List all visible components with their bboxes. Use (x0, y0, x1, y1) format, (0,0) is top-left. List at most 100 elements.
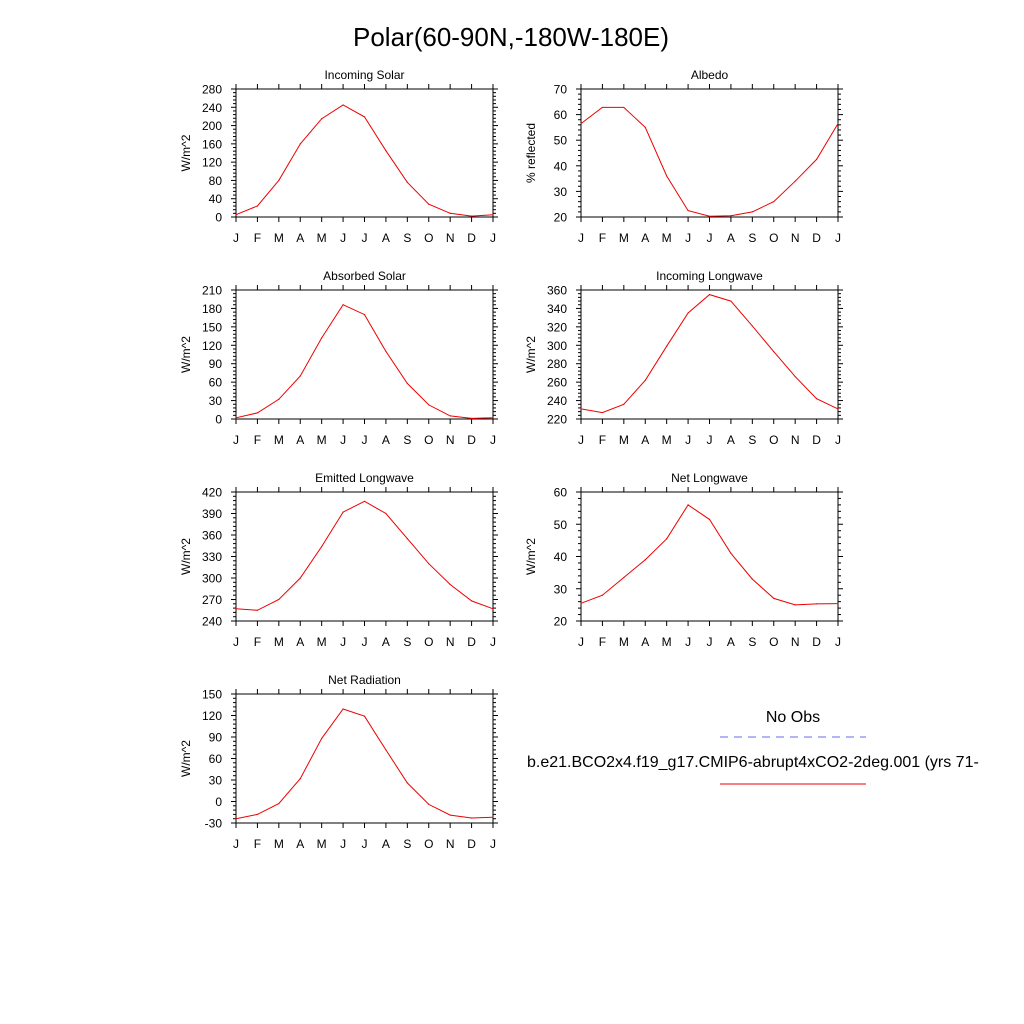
x-tick-label: J (835, 231, 841, 245)
x-tick-label: J (835, 433, 841, 447)
data-point (751, 325, 753, 327)
data-point (794, 180, 796, 182)
x-tick-label: A (727, 433, 735, 447)
data-point (363, 313, 366, 316)
data-point (794, 376, 796, 378)
data-point (278, 803, 280, 805)
x-tick-label: D (467, 837, 476, 851)
x-tick-label: O (424, 635, 433, 649)
x-tick-label: A (382, 231, 390, 245)
data-point (449, 212, 451, 214)
x-tick-label: A (727, 635, 735, 649)
y-tick-label: 60 (209, 376, 223, 390)
x-tick-label: F (254, 231, 261, 245)
panel-incoming-longwave: Incoming Longwave W/m^2 220 240 260 280 300 320… (524, 269, 843, 447)
data-point (342, 304, 344, 306)
x-tick-label: M (317, 837, 327, 851)
x-tick-label: J (362, 837, 368, 851)
y-tick-label: 90 (209, 357, 223, 371)
y-axis-label: W/m^2 (179, 740, 193, 777)
y-tick-label: 40 (554, 159, 568, 173)
x-tick-label: J (233, 837, 239, 851)
data-point (299, 777, 301, 780)
data-point (299, 375, 301, 377)
data-point (299, 143, 301, 145)
x-tick-label: A (382, 635, 390, 649)
data-point (666, 175, 668, 177)
y-tick-label: 120 (202, 339, 222, 353)
y-tick-label: 30 (209, 394, 223, 408)
data-point (278, 398, 280, 400)
data-point (428, 563, 430, 565)
data-point (751, 578, 753, 580)
data-point (428, 803, 430, 805)
x-tick-label: M (619, 231, 629, 245)
x-tick-label: M (274, 433, 284, 447)
data-point (385, 749, 387, 751)
data-point (342, 708, 344, 710)
x-tick-label: J (233, 635, 239, 649)
x-tick-label: J (233, 433, 239, 447)
data-point (363, 116, 366, 118)
x-tick-label: F (254, 635, 261, 649)
x-tick-label: M (317, 635, 327, 649)
data-point (815, 603, 818, 605)
data-point (278, 598, 280, 601)
x-tick-label: S (403, 837, 411, 851)
y-tick-label: 120 (202, 156, 222, 170)
y-tick-label: 20 (554, 615, 568, 629)
data-point (730, 300, 732, 302)
data-point (773, 351, 775, 353)
x-tick-label: A (641, 433, 649, 447)
data-point (470, 817, 473, 819)
x-tick-label: D (812, 433, 821, 447)
data-point (644, 559, 646, 561)
series-line-incoming-longwave (580, 294, 839, 414)
data-point (794, 604, 796, 606)
data-point (321, 118, 323, 120)
legend: No Obs b.e21.BCO2x4.f19_g17.CMIP6-abrupt… (527, 709, 979, 785)
x-tick-label: N (791, 433, 800, 447)
x-tick-label: J (707, 433, 713, 447)
legend-obs-label: No Obs (766, 709, 820, 726)
y-tick-label: 70 (554, 83, 568, 97)
series-line-albedo (580, 106, 839, 217)
x-tick-label: N (791, 635, 800, 649)
x-tick-label: J (233, 231, 239, 245)
x-tick-label: S (748, 433, 756, 447)
x-tick-label: N (446, 635, 455, 649)
panel-absorbed-solar: Absorbed Solar W/m^2 0 30 60 90 120 150 180 210 J F… (179, 269, 498, 447)
y-tick-label: 360 (547, 284, 567, 298)
data-point (601, 106, 604, 109)
y-tick-label: 270 (202, 593, 222, 607)
data-point (601, 594, 604, 596)
x-tick-label: A (641, 231, 649, 245)
data-point (449, 415, 451, 417)
x-tick-label: A (382, 837, 390, 851)
y-tick-label: 280 (202, 83, 222, 97)
x-tick-label: M (619, 635, 629, 649)
x-tick-label: O (769, 635, 778, 649)
data-point (666, 538, 668, 540)
x-tick-label: J (490, 433, 496, 447)
x-tick-label: J (340, 433, 346, 447)
panel-title: Incoming Longwave (656, 269, 763, 283)
data-point (730, 215, 732, 217)
y-tick-label: 240 (202, 101, 222, 115)
data-point (623, 576, 625, 579)
data-point (492, 214, 494, 216)
data-point (235, 214, 237, 216)
x-tick-label: J (707, 231, 713, 245)
data-point (730, 552, 732, 554)
x-tick-label: N (446, 231, 455, 245)
data-point (708, 294, 711, 296)
x-tick-label: A (296, 231, 304, 245)
plot-frame (235, 88, 494, 218)
data-point (235, 417, 237, 419)
x-tick-label: D (812, 635, 821, 649)
data-point (644, 126, 646, 128)
y-tick-label: 30 (209, 774, 223, 788)
x-tick-label: O (769, 433, 778, 447)
x-tick-label: J (340, 231, 346, 245)
